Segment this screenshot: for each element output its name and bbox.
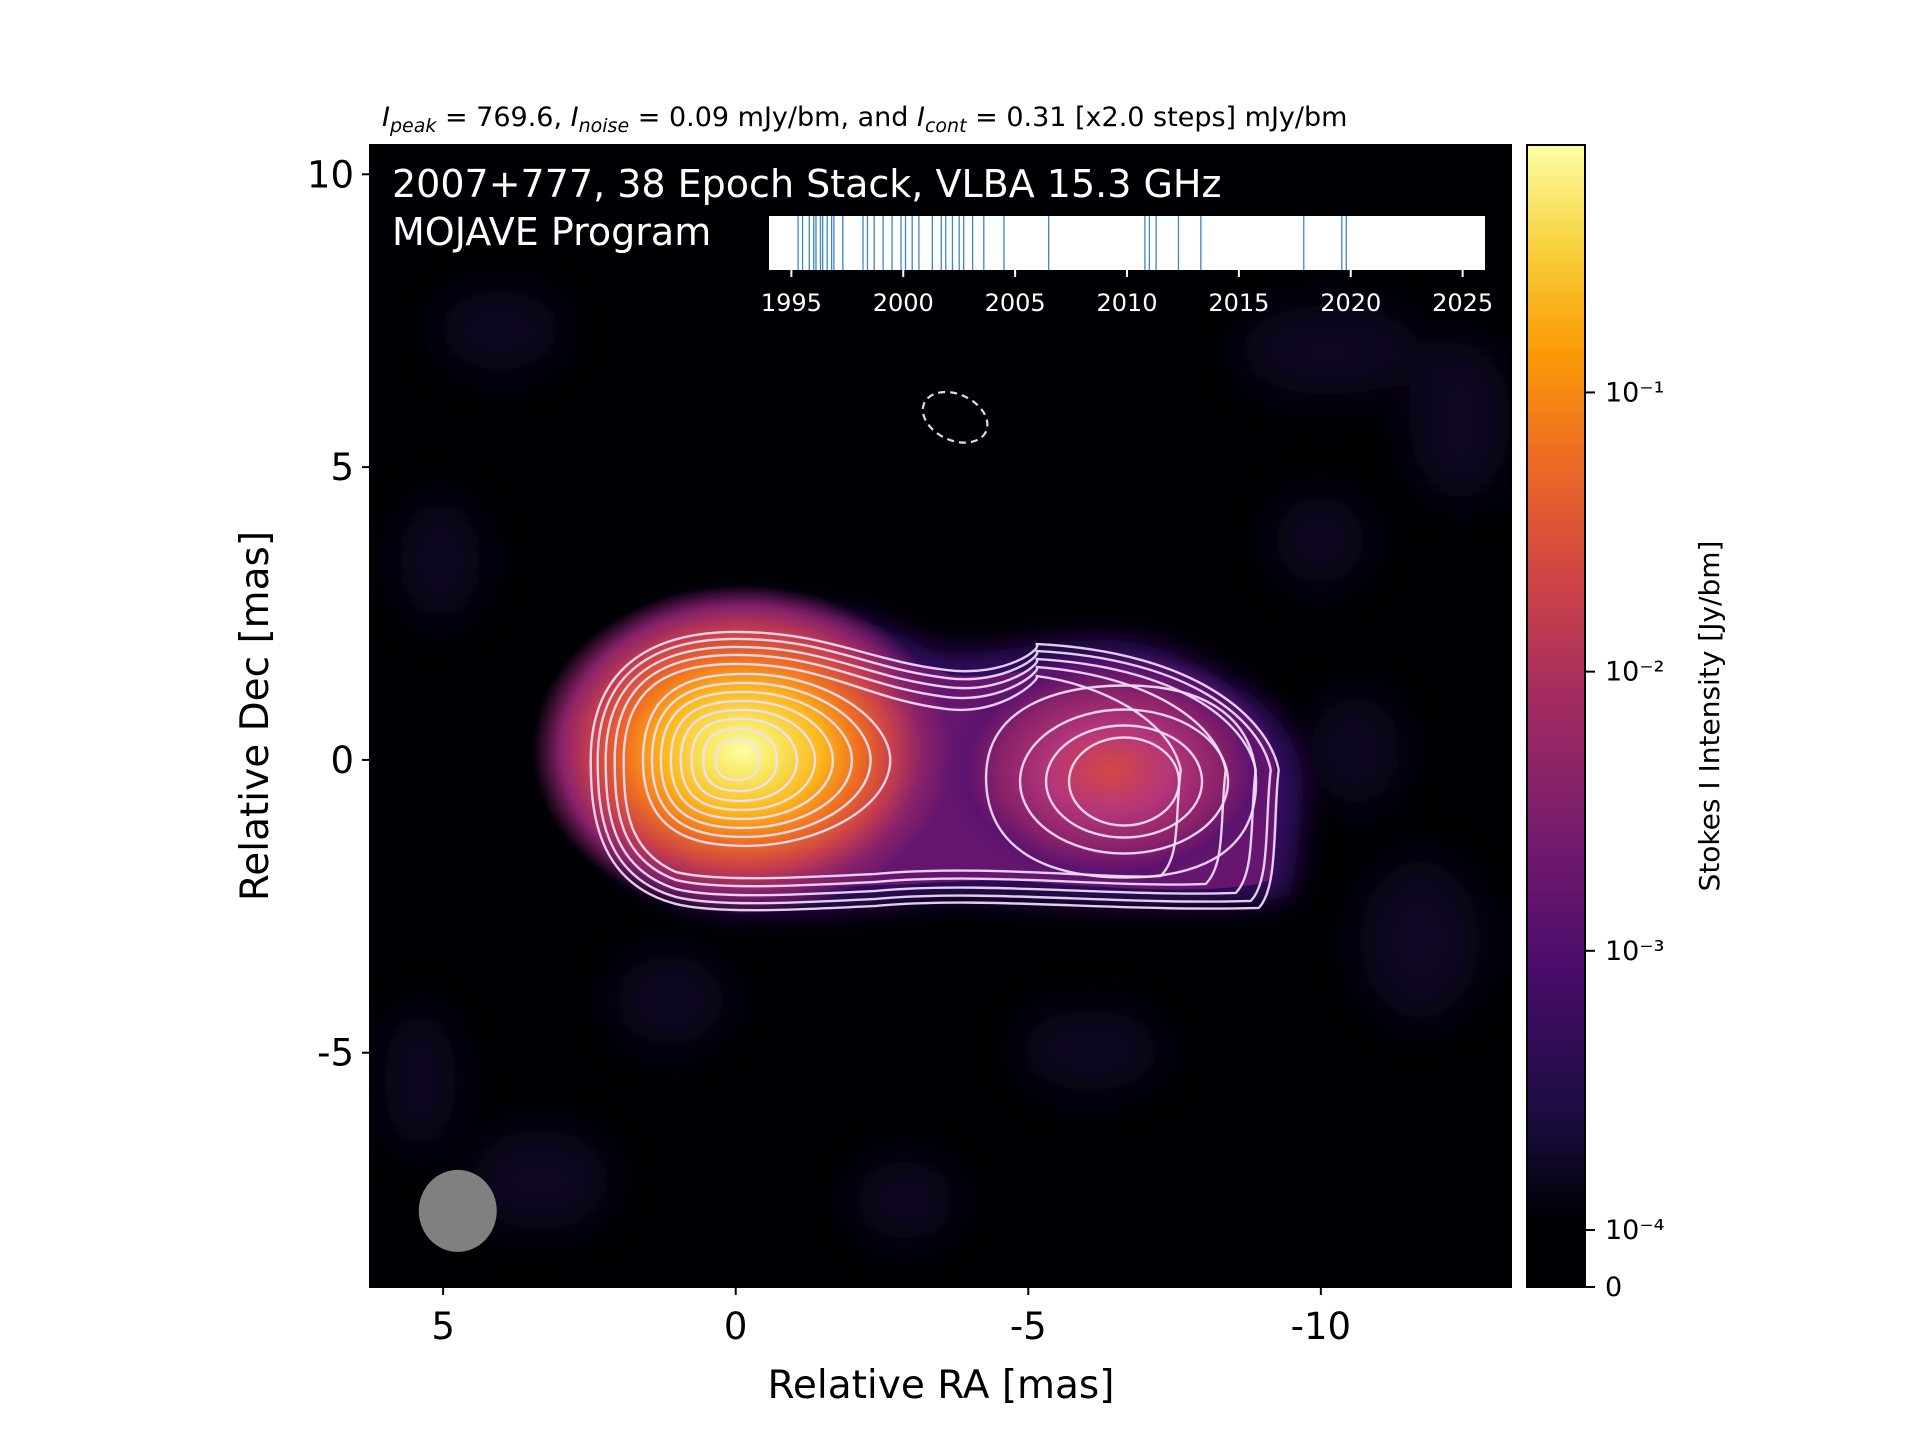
x-tick-label: 5 bbox=[431, 1305, 455, 1348]
header-connector: , and bbox=[840, 102, 908, 133]
colorbar-ticks: 10⁻¹ 10⁻² 10⁻³ 10⁻⁴ 0 bbox=[1585, 377, 1664, 1303]
epoch-tick-label: 1995 bbox=[761, 289, 822, 317]
colorbar-tick-label: 10⁻² bbox=[1605, 657, 1664, 688]
image-title: 2007+777, 38 Epoch Stack, VLBA 15.3 GHz bbox=[392, 162, 1221, 206]
contour bbox=[622, 662, 1182, 880]
contour bbox=[641, 672, 892, 848]
epoch-lines bbox=[797, 216, 1347, 270]
image-subtitle: MOJAVE Program bbox=[392, 210, 711, 254]
x-axis-label: Relative RA [mas] bbox=[768, 1363, 1115, 1408]
colorbar-tick-label: 10⁻¹ bbox=[1605, 377, 1664, 408]
colorbar-tick-label: 0 bbox=[1605, 1272, 1622, 1303]
colorbar-tick-label: 10⁻⁴ bbox=[1605, 1215, 1664, 1246]
header-text: Ipeak = 769.6, Inoise = 0.09 mJy/bm, and… bbox=[382, 102, 1347, 137]
colorbar-tick-label: 10⁻³ bbox=[1605, 936, 1664, 967]
y-tick-label: 10 bbox=[307, 153, 354, 196]
x-tick-label: -10 bbox=[1291, 1305, 1351, 1348]
y-axis: 10 5 0 -5 bbox=[307, 153, 370, 1075]
contour bbox=[984, 684, 1258, 879]
y-tick-label: 0 bbox=[330, 739, 354, 782]
y-tick-label: -5 bbox=[317, 1032, 354, 1075]
dashed-ellipse bbox=[921, 390, 989, 444]
epoch-tick-label: 2010 bbox=[1096, 289, 1157, 317]
epoch-tick-label: 2005 bbox=[985, 289, 1046, 317]
epoch-inset: 1995 2000 2005 2010 2015 2020 2025 bbox=[761, 216, 1493, 317]
contour bbox=[669, 699, 835, 821]
contour bbox=[702, 727, 779, 793]
x-axis: 5 0 -5 -10 bbox=[431, 1287, 1351, 1348]
contour bbox=[650, 681, 872, 839]
contour bbox=[1044, 724, 1204, 839]
colorbar-label: Stokes I Intensity [Jy/bm] bbox=[1693, 541, 1726, 892]
intensity-map bbox=[385, 290, 1510, 1240]
y-axis-label: Relative Dec [mas] bbox=[233, 531, 278, 901]
contour bbox=[714, 738, 761, 782]
epoch-inset-box bbox=[769, 216, 1485, 270]
contour bbox=[679, 708, 817, 812]
epoch-tick-label: 2015 bbox=[1208, 289, 1269, 317]
x-tick-label: 0 bbox=[724, 1305, 748, 1348]
epoch-axis: 1995 2000 2005 2010 2015 2020 2025 bbox=[761, 270, 1493, 317]
contour bbox=[1018, 708, 1230, 855]
peak-value: 769.6 bbox=[476, 102, 553, 133]
colorbar bbox=[1526, 144, 1586, 1288]
contour bbox=[1067, 736, 1181, 827]
contour-lines bbox=[589, 630, 1280, 912]
contour bbox=[659, 690, 854, 830]
noise-value: 0.09 mJy/bm bbox=[669, 102, 840, 133]
epoch-tick-label: 2025 bbox=[1432, 289, 1493, 317]
plot-frame bbox=[369, 144, 1512, 1288]
epoch-tick-label: 2000 bbox=[873, 289, 934, 317]
epoch-tick-label: 2020 bbox=[1320, 289, 1381, 317]
y-tick-label: 5 bbox=[330, 446, 354, 489]
cont-value: 0.31 [x2.0 steps] mJy/bm bbox=[1006, 102, 1347, 133]
x-tick-label: -5 bbox=[1010, 1305, 1047, 1348]
contour bbox=[589, 630, 1280, 912]
contour bbox=[596, 637, 1272, 905]
contour bbox=[690, 717, 799, 803]
beam-ellipse bbox=[418, 1169, 497, 1252]
